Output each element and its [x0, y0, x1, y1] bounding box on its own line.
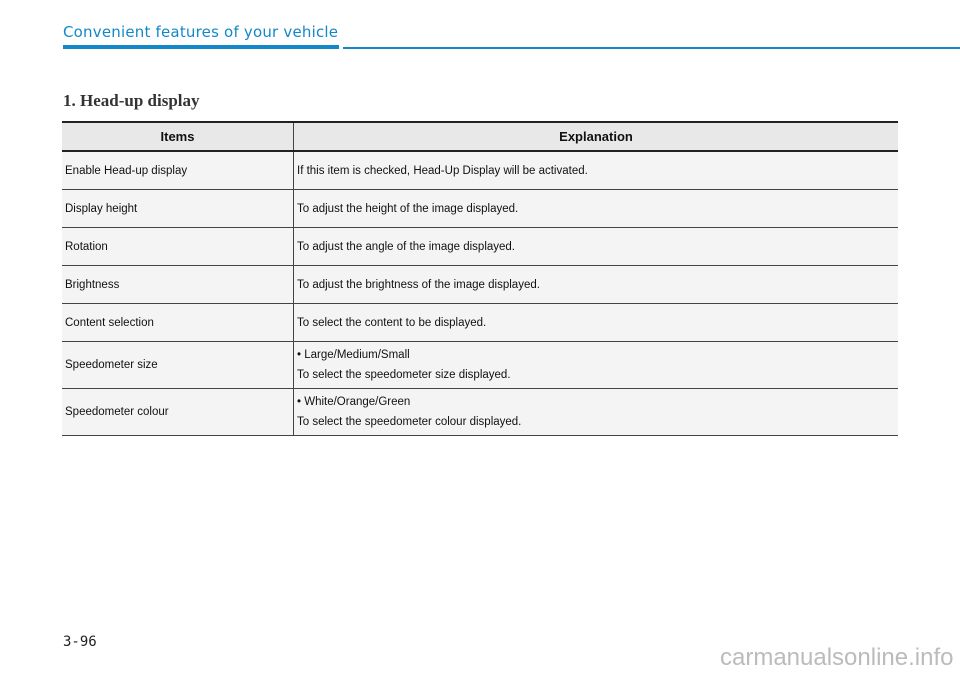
explanation-line: • Large/Medium/Small: [297, 349, 410, 361]
explanation-line: • White/Orange/Green: [297, 396, 411, 408]
explanation-line: If this item is checked, Head-Up Display…: [297, 164, 588, 177]
item-cell: Content selection: [62, 303, 294, 342]
item-cell: Speedometer colour: [62, 388, 294, 436]
column-header-explanation: Explanation: [293, 121, 898, 152]
explanation-line: To adjust the height of the image displa…: [297, 202, 519, 215]
table-row: Enable Head-up display If this item is ch…: [62, 151, 898, 190]
column-header-items: Items: [62, 121, 294, 152]
watermark: carmanualsonline.info: [720, 644, 954, 671]
table-row: Brightness To adjust the brightness of th…: [62, 265, 898, 304]
explanation-cell: To adjust the angle of the image display…: [293, 227, 898, 266]
explanation-cell: To adjust the height of the image displa…: [293, 189, 898, 228]
settings-table: Items Explanation Enable Head-up display…: [62, 121, 898, 436]
table-row: Content selection To select the content t…: [62, 303, 898, 342]
explanation-line: To adjust the angle of the image display…: [297, 240, 516, 253]
table-row: Speedometer size • Large/Medium/Small To s…: [62, 341, 898, 389]
item-cell: Display height: [62, 189, 294, 228]
explanation-line: To select the content to be displayed.: [297, 316, 487, 329]
explanation-cell: • White/Orange/Green To select the speedo…: [293, 388, 898, 436]
item-cell: Brightness: [62, 265, 294, 304]
explanation-cell: If this item is checked, Head-Up Display…: [293, 151, 898, 190]
explanation-line: To select the speedometer colour display…: [297, 416, 522, 428]
section-title: 1. Head-up display: [63, 91, 200, 110]
item-cell: Rotation: [62, 227, 294, 266]
table-row: Speedometer colour • White/Orange/Green To…: [62, 388, 898, 436]
table-row: Rotation To adjust the angle of the image…: [62, 227, 898, 266]
page-number: 3-96: [63, 634, 97, 650]
explanation-cell: To select the content to be displayed.: [293, 303, 898, 342]
explanation-line: To select the speedometer size displayed…: [297, 369, 511, 381]
table-header-row: Items Explanation: [62, 121, 898, 152]
explanation-cell: • Large/Medium/Small To select the speedo…: [293, 341, 898, 389]
explanation-cell: To adjust the brightness of the image di…: [293, 265, 898, 304]
explanation-line: To adjust the brightness of the image di…: [297, 278, 540, 291]
table-row: Display height To adjust the height of th…: [62, 189, 898, 228]
header-rule-thin: [343, 47, 960, 49]
chapter-title: Convenient features of your vehicle: [63, 23, 339, 41]
item-cell: Enable Head-up display: [62, 151, 294, 190]
item-cell: Speedometer size: [62, 341, 294, 389]
header-rule-thick: [63, 45, 339, 49]
